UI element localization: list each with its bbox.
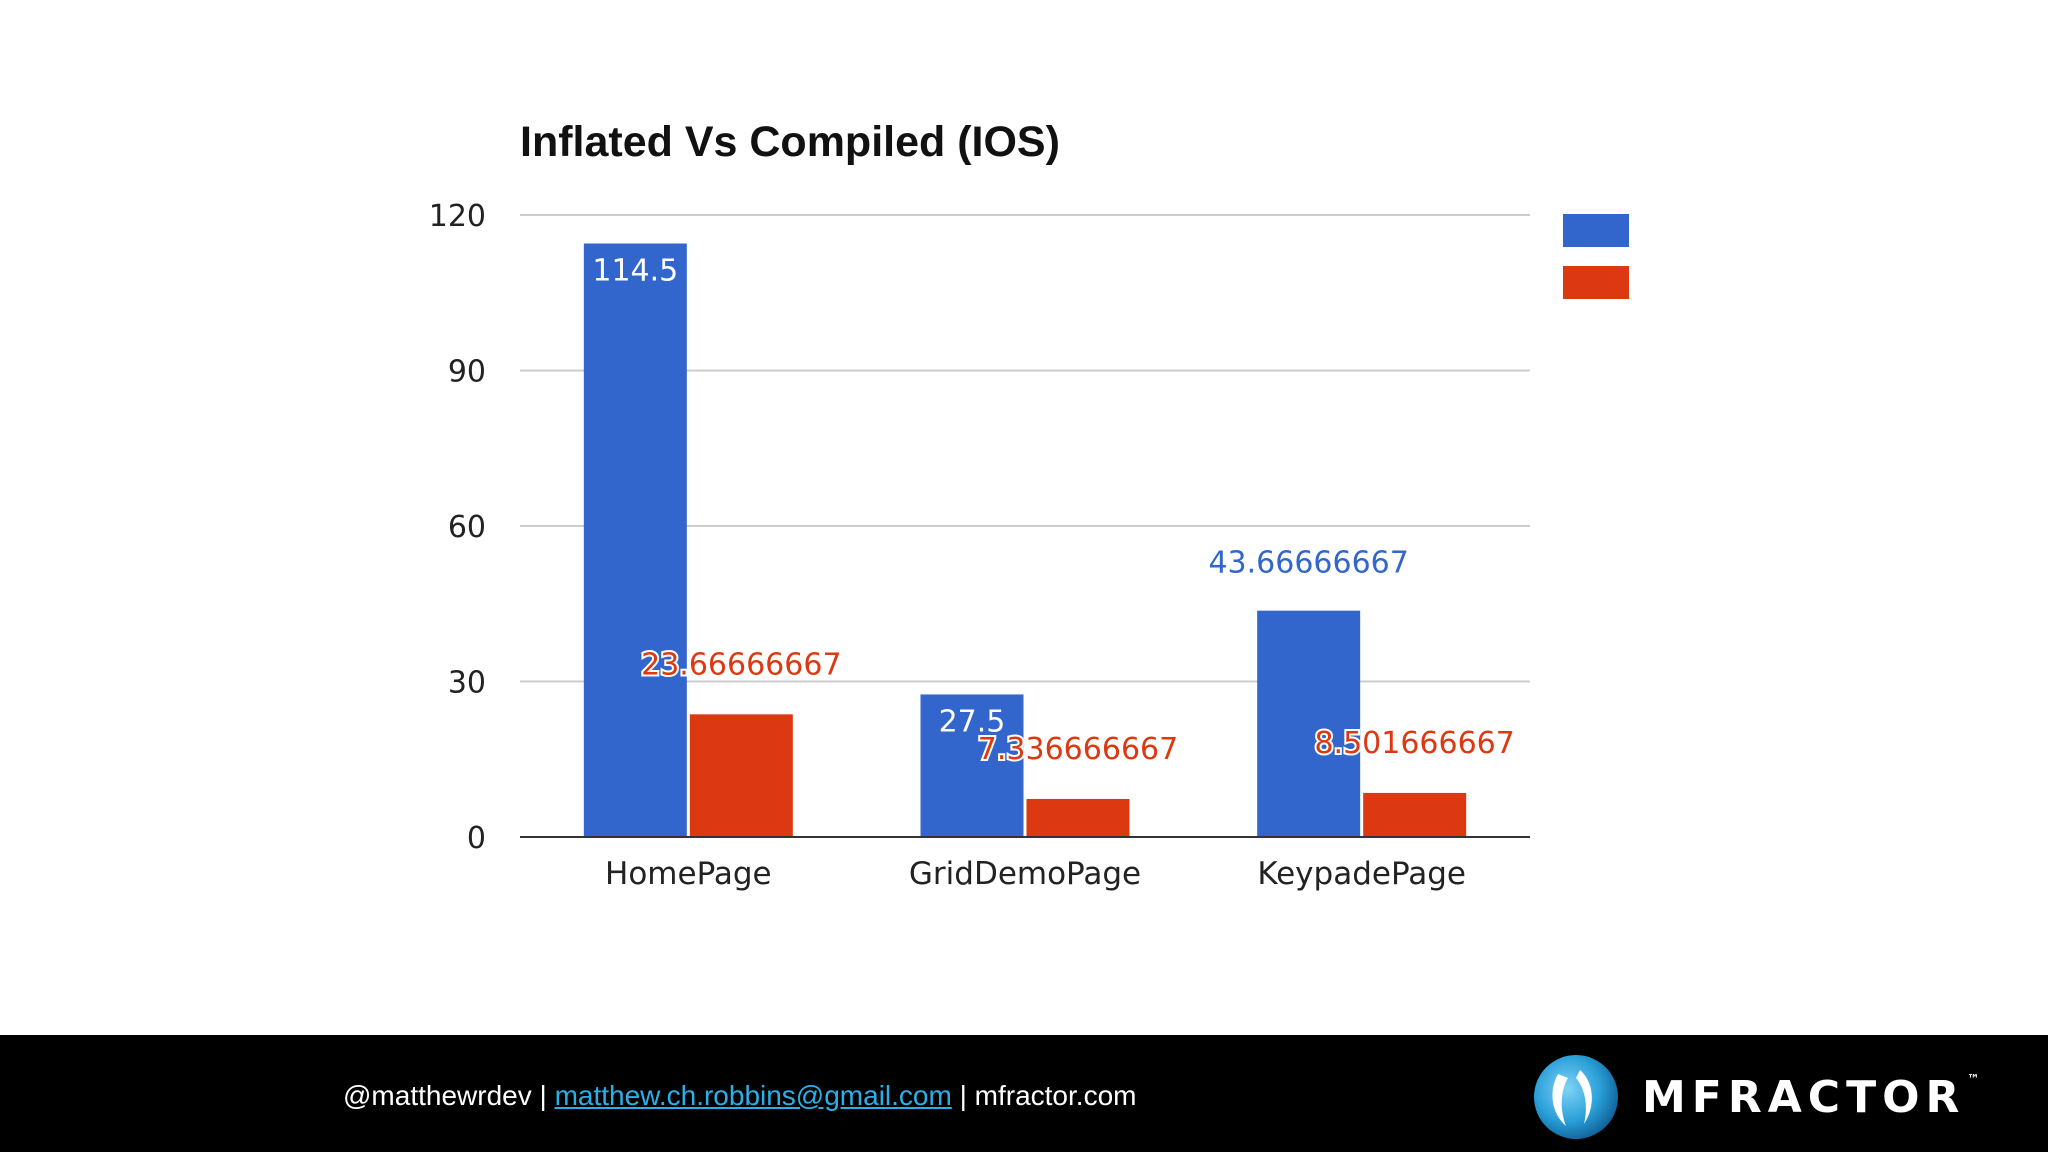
bar-chart: Inflated Vs Compiled (IOS) 114.5 23.66666… xyxy=(429,118,1629,892)
data-label: 114.5 xyxy=(592,254,678,289)
data-labels: 114.5 23.66666667 27.57.336666667 43.666666… xyxy=(592,254,1516,769)
chart-title: Inflated Vs Compiled (IOS) xyxy=(520,118,1060,166)
bar xyxy=(1363,792,1467,837)
bar xyxy=(920,694,1024,837)
bars xyxy=(583,243,1467,838)
mfractor-logo-icon xyxy=(1534,1055,1618,1139)
data-label: 7.336666667 xyxy=(978,732,1178,767)
gridlines xyxy=(520,214,1530,683)
y-tick-label: 60 xyxy=(448,510,486,545)
twitter-handle: @matthewrdev xyxy=(343,1080,532,1111)
y-tick-label: 0 xyxy=(467,821,486,856)
legend-swatch xyxy=(1563,214,1629,247)
footer-separator: | xyxy=(539,1080,547,1111)
footer-separator: | xyxy=(959,1080,967,1111)
data-label: 23.66666667 xyxy=(641,647,841,682)
legend-swatch xyxy=(1563,266,1629,299)
bar xyxy=(583,243,687,838)
brand: MFRACTOR ™ xyxy=(1530,1052,1979,1142)
footer-contact: @matthewrdev | matthew.ch.robbins@gmail.… xyxy=(343,1080,1136,1112)
trademark: ™ xyxy=(1967,1071,1980,1086)
data-label: 27.5 xyxy=(939,704,1006,739)
legend xyxy=(1563,214,1629,299)
email-link[interactable]: matthew.ch.robbins@gmail.com xyxy=(554,1080,952,1111)
bar xyxy=(1026,798,1130,837)
y-tick-label: 90 xyxy=(448,355,486,390)
axes: 0 30 60 90 120 HomePage GridDemoPage KeypadePag… xyxy=(429,199,1530,892)
x-tick-label: KeypadePage xyxy=(1257,856,1466,892)
data-label: 43.66666667 xyxy=(1208,546,1408,581)
x-tick-label: HomePage xyxy=(605,856,772,892)
data-label: 8.501666667 xyxy=(1314,726,1514,761)
x-tick-label: GridDemoPage xyxy=(909,856,1141,892)
footer-bar xyxy=(0,1035,2048,1152)
y-tick-label: 120 xyxy=(429,199,486,234)
brand-name: MFRACTOR ™ xyxy=(1642,1071,1980,1123)
y-tick-label: 30 xyxy=(448,666,486,701)
website-text: mfractor.com xyxy=(974,1080,1137,1111)
bar xyxy=(689,714,793,837)
bar xyxy=(1257,610,1361,837)
